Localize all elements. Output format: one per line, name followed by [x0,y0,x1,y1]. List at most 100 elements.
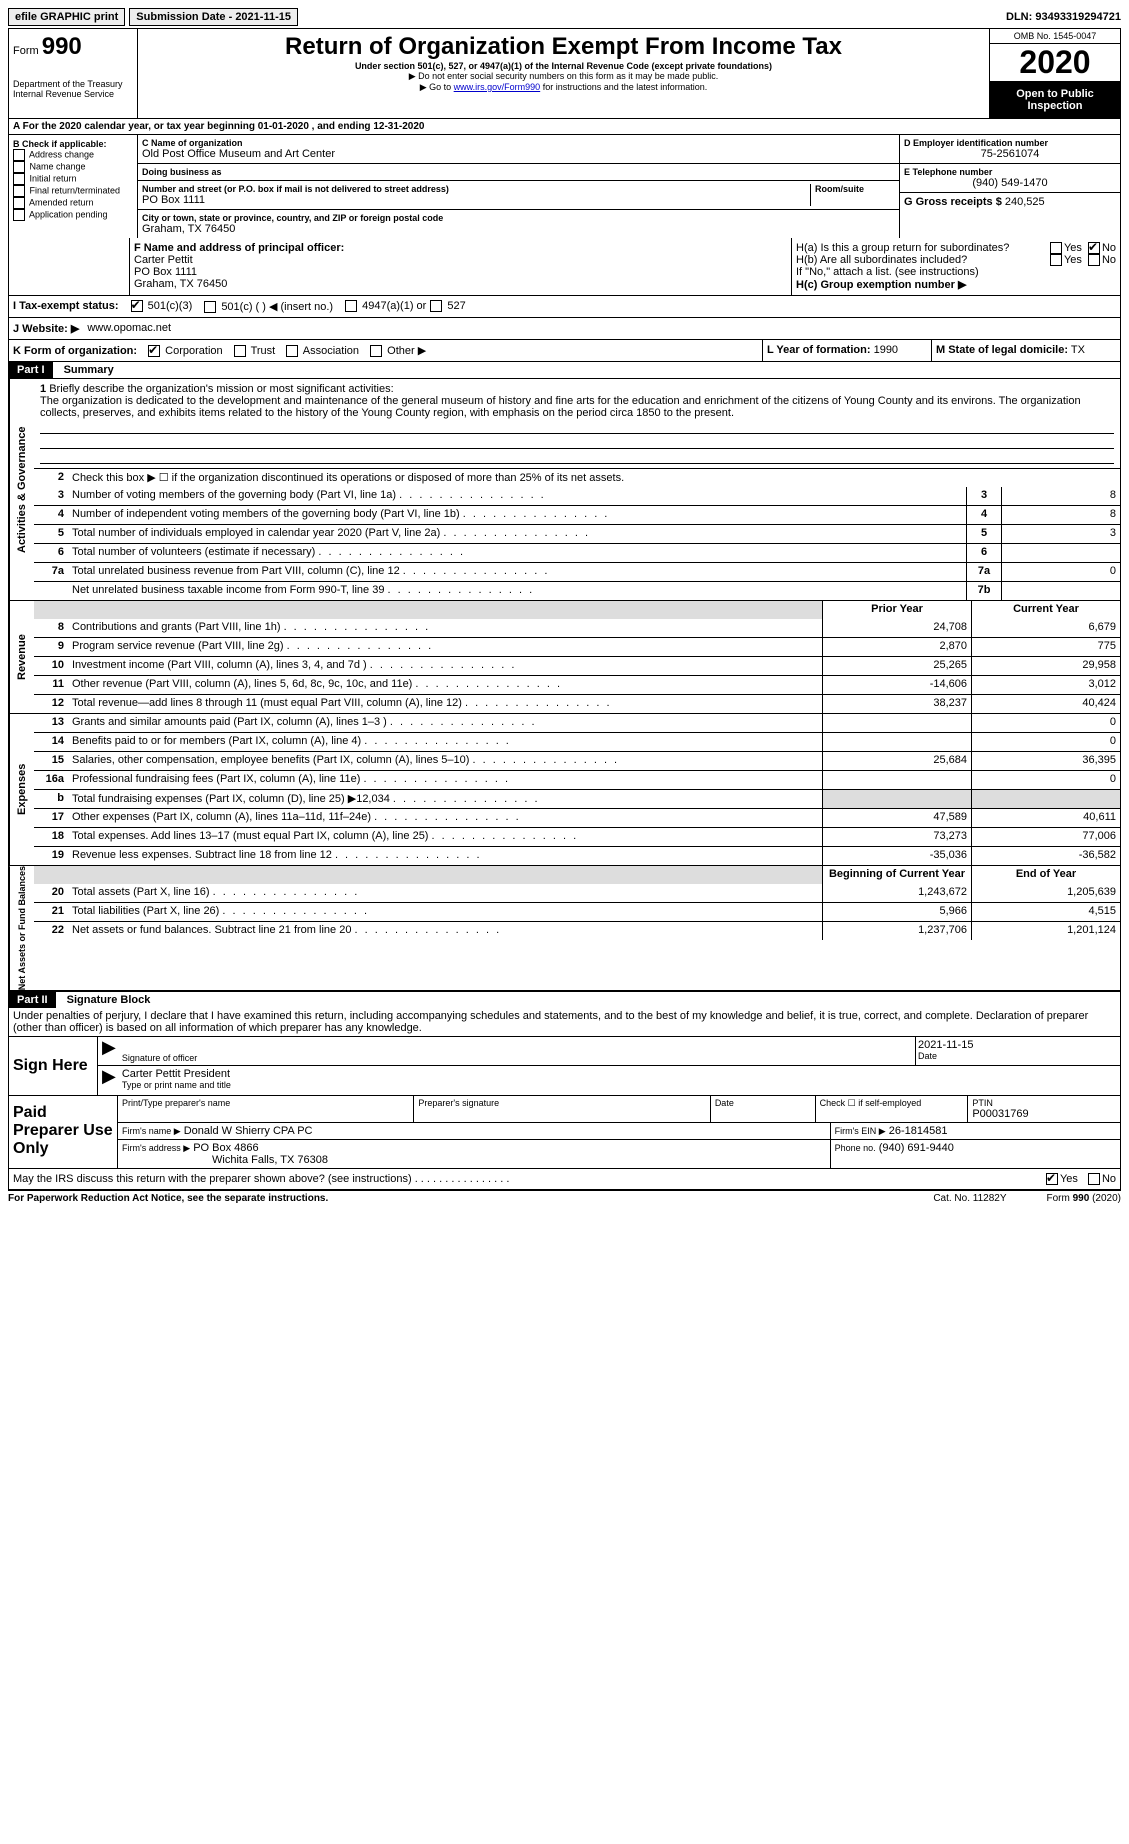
part2-title: Signature Block [59,994,151,1006]
boxb-checkbox[interactable] [13,149,25,161]
boxb-checkbox[interactable] [13,197,25,209]
sign-here-label: Sign Here [9,1037,97,1095]
discuss-yes-checkbox[interactable] [1046,1173,1058,1185]
state-domicile: TX [1071,344,1085,356]
paid-preparer-block: Paid Preparer Use Only Print/Type prepar… [8,1096,1121,1169]
boxb-checkbox[interactable] [13,209,25,221]
prior-year-header: Prior Year [822,601,971,619]
tab-revenue: Revenue [9,601,34,713]
year-formation: 1990 [874,344,898,356]
firm-ein: 26-1814581 [889,1125,948,1137]
h-note: If "No," attach a list. (see instruction… [796,266,1116,278]
part1-title: Summary [56,364,114,376]
cat-no: Cat. No. 11282Y [933,1193,1006,1204]
dba-label: Doing business as [142,167,895,177]
irs-label: Internal Revenue Service [13,89,133,99]
m-label: M State of legal domicile: [936,344,1068,356]
tab-expenses: Expenses [9,714,34,865]
city-state-zip: Graham, TX 76450 [142,223,895,235]
firm-phone-label: Phone no. [835,1143,876,1153]
form-label: Form [13,45,39,57]
tax-status-row: I Tax-exempt status: 501(c)(3) 501(c) ( … [8,296,1121,318]
firm-ein-label: Firm's EIN ▶ [835,1126,886,1136]
hb-no-checkbox[interactable] [1088,254,1100,266]
4947-checkbox[interactable] [345,300,357,312]
officer-label: F Name and address of principal officer: [134,242,787,254]
boxb-checkbox[interactable] [13,173,25,185]
org-name-label: C Name of organization [142,138,895,148]
ein-value: 75-2561074 [904,148,1116,160]
boxb-checkbox[interactable] [13,161,25,173]
assoc-checkbox[interactable] [286,345,298,357]
sig-date: 2021-11-15 [918,1039,1118,1051]
officer-name-title: Carter Pettit President [122,1068,1118,1080]
hb-label: H(b) Are all subordinates included? [796,254,1050,266]
summary-expenses: Expenses 13Grants and similar amounts pa… [8,714,1121,866]
527-checkbox[interactable] [430,300,442,312]
mission-text: The organization is dedicated to the dev… [40,395,1081,419]
discuss-row: May the IRS discuss this return with the… [8,1169,1121,1190]
self-emp-label: Check ☐ if self-employed [820,1098,964,1109]
form-subtitle: Under section 501(c), 527, or 4947(a)(1)… [142,61,985,71]
summary-net: Net Assets or Fund Balances Beginning of… [8,866,1121,991]
j-label: J Website: ▶ [13,322,79,335]
sig-officer-label: Signature of officer [122,1053,913,1063]
firm-city: Wichita Falls, TX 76308 [212,1154,328,1166]
ein-label: D Employer identification number [904,138,1116,148]
501c3-checkbox[interactable] [131,300,143,312]
current-year-header: Current Year [971,601,1120,619]
501c-checkbox[interactable] [204,301,216,313]
boxb-checkbox[interactable] [13,185,25,197]
ha-no-checkbox[interactable] [1088,242,1100,254]
form-header: Form 990 Department of the Treasury Inte… [8,28,1121,119]
summary-governance: Activities & Governance 1 Briefly descri… [8,378,1121,601]
street-address: PO Box 1111 [142,194,810,206]
tab-governance: Activities & Governance [9,379,34,600]
top-bar: efile GRAPHIC print Submission Date - 20… [8,8,1121,26]
firm-phone: (940) 691-9440 [879,1142,954,1154]
addr-label: Number and street (or P.O. box if mail i… [142,184,810,194]
form-number: 990 [42,33,82,60]
type-name-label: Type or print name and title [122,1080,1118,1090]
gross-receipts-value: 240,525 [1005,196,1045,208]
sign-here-block: Sign Here ▶ Signature of officer 2021-11… [8,1037,1121,1096]
pra-notice: For Paperwork Reduction Act Notice, see … [8,1193,933,1204]
form-title: Return of Organization Exempt From Incom… [142,33,985,61]
officer-addr1: PO Box 1111 [134,266,787,278]
irs-link[interactable]: www.irs.gov/Form990 [454,82,541,92]
dept-label: Department of the Treasury [13,79,133,89]
prep-name-label: Print/Type preparer's name [122,1098,409,1108]
efile-button[interactable]: efile GRAPHIC print [8,8,125,26]
corp-checkbox[interactable] [148,345,160,357]
firm-addr: PO Box 4866 [193,1142,258,1154]
l2-text: Check this box ▶ ☐ if the organization d… [68,469,1120,487]
gross-receipts-label: G Gross receipts $ [904,196,1002,208]
tax-year: 2020 [990,44,1120,82]
arrow-icon: ▶ [98,1037,120,1065]
ha-yes-checkbox[interactable] [1050,242,1062,254]
paid-label: Paid Preparer Use Only [9,1096,117,1168]
summary-revenue: Revenue Prior Year Current Year 8Contrib… [8,601,1121,714]
ptin-value: P00031769 [972,1108,1116,1120]
phone-label-e: E Telephone number [904,167,1116,177]
hb-yes-checkbox[interactable] [1050,254,1062,266]
page-footer: For Paperwork Reduction Act Notice, see … [8,1190,1121,1204]
other-checkbox[interactable] [370,345,382,357]
note-link: ▶ Go to www.irs.gov/Form990 for instruct… [142,82,985,93]
room-label: Room/suite [815,184,895,194]
omb-number: OMB No. 1545-0047 [990,29,1120,44]
discuss-text: May the IRS discuss this return with the… [13,1173,1046,1185]
org-name: Old Post Office Museum and Art Center [142,148,895,160]
ptin-label: PTIN [972,1098,1116,1108]
org-form-row: K Form of organization: Corporation Trus… [8,340,1121,362]
arrow-icon-2: ▶ [98,1066,120,1092]
discuss-no-checkbox[interactable] [1088,1173,1100,1185]
declaration-text: Under penalties of perjury, I declare th… [8,1008,1121,1037]
part1-header: Part I [9,362,53,378]
part2-header: Part II [9,992,56,1008]
officer-name: Carter Pettit [134,254,787,266]
k-label: K Form of organization: [13,345,137,357]
trust-checkbox[interactable] [234,345,246,357]
website-row: J Website: ▶ www.opomac.net [8,318,1121,340]
ha-label: H(a) Is this a group return for subordin… [796,242,1050,254]
